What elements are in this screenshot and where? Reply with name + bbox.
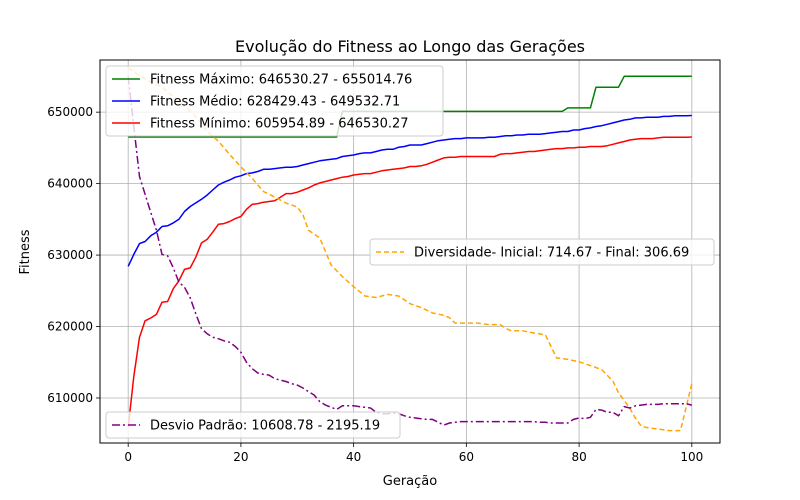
legend-label: Fitness Máximo: 646530.27 - 655014.76	[150, 73, 412, 88]
x-tick-label: 40	[346, 450, 361, 464]
series-line-2	[127, 136, 692, 427]
y-tick-label: 650000	[47, 105, 93, 119]
x-tick-label: 100	[680, 450, 703, 464]
legend-upper-left: Fitness Máximo: 646530.27 - 655014.76 Fit…	[105, 65, 444, 137]
legend-label: Fitness Médio: 628429.43 - 649532.71	[150, 95, 400, 110]
legends: Fitness Máximo: 646530.27 - 655014.76 Fit…	[105, 65, 715, 439]
legend-lower-left: Desvio Padrão: 10608.78 - 2195.19	[105, 411, 401, 439]
x-tick-label: 0	[124, 450, 132, 464]
series-line-1	[127, 114, 692, 267]
x-axis-label: Geração	[383, 474, 437, 489]
legend-box	[369, 238, 715, 266]
chart-title: Evolução do Fitness ao Longo das Geraçõe…	[235, 37, 585, 56]
legend-label: Desvio Padrão: 10608.78 - 2195.19	[150, 419, 380, 434]
y-tick-label: 610000	[47, 391, 93, 405]
x-axis-ticks: 0 20 40 60 80 100	[124, 443, 703, 464]
y-axis-ticks: 610000 620000 630000 640000 650000	[47, 105, 100, 405]
x-tick-label: 60	[459, 450, 474, 464]
series-line-3	[127, 67, 693, 432]
legend-label: Fitness Mínimo: 605954.89 - 646530.27	[150, 117, 409, 132]
x-tick-label: 80	[571, 450, 586, 464]
legend-label: Diversidade- Inicial: 714.67 - Final: 30…	[414, 246, 689, 261]
y-tick-label: 620000	[47, 320, 93, 334]
y-tick-label: 640000	[47, 177, 93, 191]
y-axis-label: Fitness	[18, 229, 33, 274]
x-tick-label: 20	[233, 450, 248, 464]
legend-box	[105, 65, 444, 137]
y-tick-label: 630000	[47, 248, 93, 262]
series-line-4	[127, 76, 692, 426]
legend-center-right: Diversidade- Inicial: 714.67 - Final: 30…	[369, 238, 715, 266]
plot-frame	[99, 59, 721, 444]
legend-box	[105, 411, 401, 439]
